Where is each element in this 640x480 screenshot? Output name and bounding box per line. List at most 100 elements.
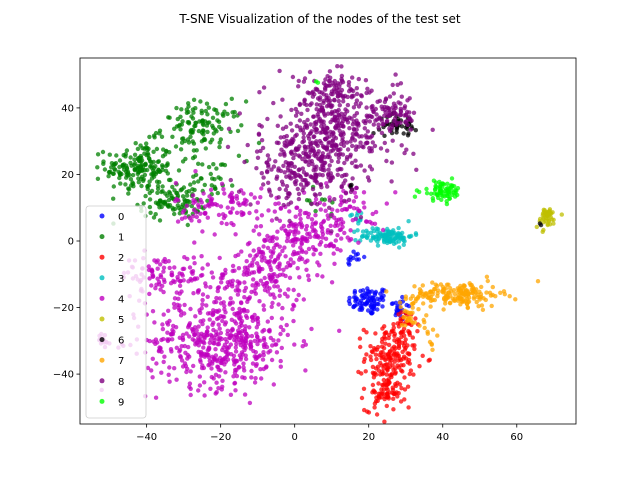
- point-class-4: [207, 317, 212, 322]
- point-class-2: [392, 359, 397, 364]
- point-class-8: [289, 128, 295, 133]
- point-class-2: [371, 371, 377, 377]
- point-class-8: [308, 122, 313, 127]
- point-class-8: [398, 112, 403, 117]
- point-class-2: [396, 391, 401, 396]
- point-class-4: [202, 340, 207, 346]
- point-class-4: [285, 235, 290, 240]
- point-class-3: [396, 225, 401, 231]
- point-class-4: [309, 217, 315, 222]
- point-class-8: [265, 169, 270, 174]
- point-class-4: [208, 332, 214, 338]
- point-class-8: [225, 144, 231, 150]
- point-class-1: [196, 128, 202, 134]
- point-class-8: [284, 124, 289, 130]
- point-class-4: [278, 358, 283, 364]
- point-class-6: [405, 126, 410, 132]
- point-class-2: [378, 391, 383, 396]
- point-class-8: [325, 126, 330, 131]
- point-class-8: [261, 85, 267, 90]
- point-class-4: [203, 284, 209, 289]
- point-class-8: [291, 155, 296, 161]
- point-class-8: [288, 168, 293, 173]
- point-class-8: [339, 64, 344, 69]
- point-class-8: [327, 69, 333, 74]
- point-class-8: [354, 122, 360, 127]
- point-class-8: [308, 131, 313, 136]
- point-class-8: [387, 94, 393, 99]
- point-class-4: [161, 359, 166, 365]
- point-class-4: [250, 263, 255, 268]
- point-class-4: [294, 251, 300, 256]
- point-class-1: [154, 146, 160, 152]
- point-class-8: [326, 172, 331, 178]
- point-class-4: [210, 322, 215, 327]
- point-class-1: [223, 101, 229, 107]
- point-class-4: [284, 238, 290, 244]
- point-class-1: [218, 176, 223, 181]
- point-class-4: [267, 238, 273, 244]
- point-class-8: [335, 147, 340, 153]
- point-class-4: [276, 338, 281, 343]
- point-class-8: [283, 160, 288, 165]
- point-class-4: [187, 334, 192, 339]
- point-class-8: [319, 119, 324, 124]
- point-class-8: [254, 166, 259, 171]
- point-class-4: [298, 245, 303, 250]
- point-class-8: [327, 163, 332, 168]
- point-class-7: [416, 307, 421, 312]
- point-class-8: [337, 103, 342, 108]
- point-class-4: [238, 357, 243, 362]
- point-class-3: [382, 233, 387, 238]
- point-class-4: [303, 250, 309, 255]
- point-class-4: [195, 339, 200, 345]
- point-class-2: [384, 391, 390, 396]
- point-class-4: [223, 320, 229, 325]
- point-class-7: [428, 304, 433, 309]
- point-class-4: [150, 356, 155, 361]
- point-class-4: [175, 219, 181, 224]
- point-class-1: [179, 107, 184, 112]
- point-class-8: [347, 126, 352, 131]
- point-class-8: [278, 135, 283, 140]
- point-class-4: [190, 193, 196, 198]
- point-class-9: [445, 181, 450, 186]
- point-class-1: [186, 109, 191, 115]
- point-class-3: [406, 219, 411, 224]
- series-8: [225, 63, 435, 234]
- point-class-3: [413, 232, 419, 237]
- point-class-1: [230, 183, 235, 188]
- point-class-7: [430, 327, 436, 332]
- point-class-8: [341, 95, 346, 100]
- point-class-1: [202, 137, 208, 143]
- point-class-1: [136, 170, 141, 175]
- point-class-1: [149, 163, 154, 168]
- point-class-4: [264, 344, 270, 350]
- point-class-4: [241, 201, 246, 206]
- legend-marker-4: [99, 295, 105, 301]
- point-class-4: [216, 322, 221, 327]
- point-class-4: [194, 328, 199, 333]
- point-class-8: [274, 174, 280, 179]
- point-class-1: [157, 128, 163, 133]
- point-class-8: [372, 143, 378, 149]
- point-class-8: [379, 118, 385, 123]
- point-class-8: [382, 140, 387, 146]
- point-class-2: [384, 372, 389, 377]
- point-class-1: [174, 190, 179, 196]
- point-class-7: [422, 293, 427, 298]
- series-9: [313, 79, 461, 207]
- point-class-0: [378, 291, 383, 296]
- point-class-4: [171, 301, 177, 307]
- point-class-4: [199, 351, 205, 356]
- point-class-5: [537, 216, 543, 222]
- point-class-8: [289, 141, 294, 146]
- point-class-4: [177, 347, 183, 353]
- point-class-4: [380, 227, 386, 233]
- point-class-8: [322, 111, 327, 117]
- point-class-8: [228, 177, 233, 183]
- point-class-4: [338, 248, 343, 253]
- point-class-4: [272, 284, 277, 289]
- point-class-2: [417, 364, 422, 369]
- point-class-4: [179, 344, 184, 349]
